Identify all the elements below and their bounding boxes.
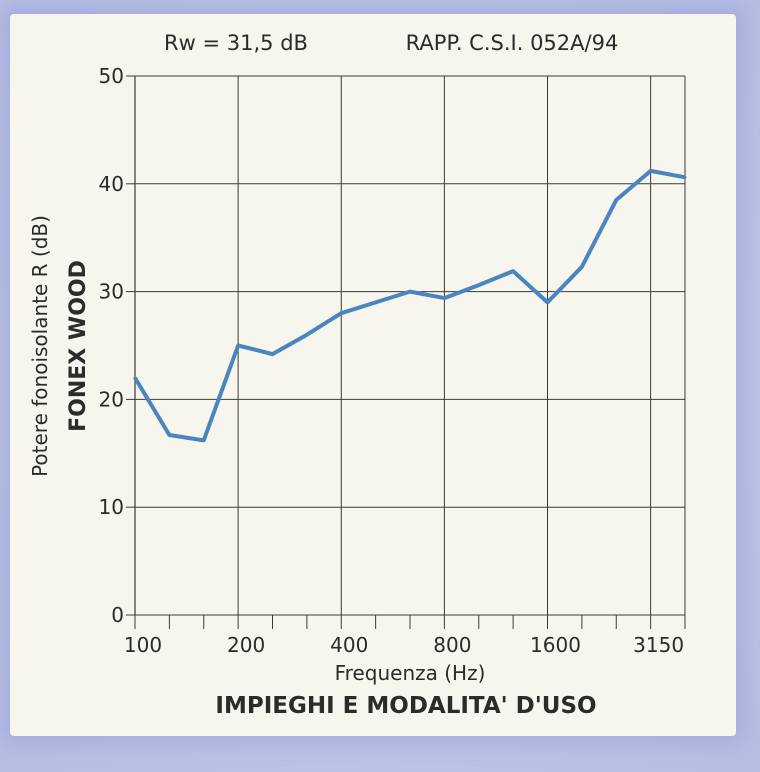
data-point-1000	[477, 283, 481, 287]
x-tick-label-1600: 1600	[530, 633, 581, 657]
data-point-630	[408, 290, 412, 294]
x-tick-label-400: 400	[330, 633, 368, 657]
data-point-1250	[511, 269, 515, 273]
header-report: RAPP. C.S.I. 052A/94	[406, 31, 619, 55]
header-rw: Rw = 31,5 dB	[164, 31, 308, 55]
data-point-315	[305, 333, 309, 337]
series-line	[133, 168, 686, 443]
x-tick-label-100: 100	[124, 633, 162, 657]
y-tick-label-20: 20	[99, 387, 124, 411]
data-point-400	[339, 311, 343, 315]
x-axis-label: Frequenza (Hz)	[335, 661, 486, 685]
x-tick-label-3150: 3150	[633, 633, 684, 657]
data-point-4000	[683, 175, 687, 179]
grid	[134, 75, 686, 616]
data-point-200	[236, 344, 240, 347]
data-point-160	[202, 438, 206, 442]
y-axis-label: Potere fonoisolante R (dB)	[28, 215, 52, 477]
y-tick-label-40: 40	[99, 172, 124, 196]
chart-panel	[10, 14, 736, 736]
x-tick-label-800: 800	[433, 633, 471, 657]
data-point-250	[271, 352, 274, 356]
y-tick-labels: 0 10 20 30 40 50	[99, 64, 124, 627]
data-point-2500	[614, 198, 618, 202]
x-tick-labels: 100 200 400 800 1600 3150	[124, 633, 684, 657]
data-point-500	[374, 300, 378, 304]
data-point-3150	[649, 169, 653, 173]
data-point-125	[167, 433, 171, 437]
y-tick-label-0: 0	[111, 603, 124, 627]
series-group	[133, 168, 687, 443]
product-label: FONEX WOOD	[66, 260, 91, 432]
y-tick-label-30: 30	[99, 280, 124, 304]
y-tick-label-10: 10	[99, 495, 124, 519]
y-tick-label-50: 50	[99, 64, 124, 88]
data-point-2000	[580, 265, 584, 269]
data-point-1600	[546, 300, 549, 304]
x-tick-label-200: 200	[227, 633, 265, 657]
data-point-800	[442, 296, 446, 300]
caption: IMPIEGHI E MODALITA' D'USO	[215, 693, 596, 719]
data-point-100	[133, 376, 137, 380]
tick-marks	[126, 75, 686, 629]
